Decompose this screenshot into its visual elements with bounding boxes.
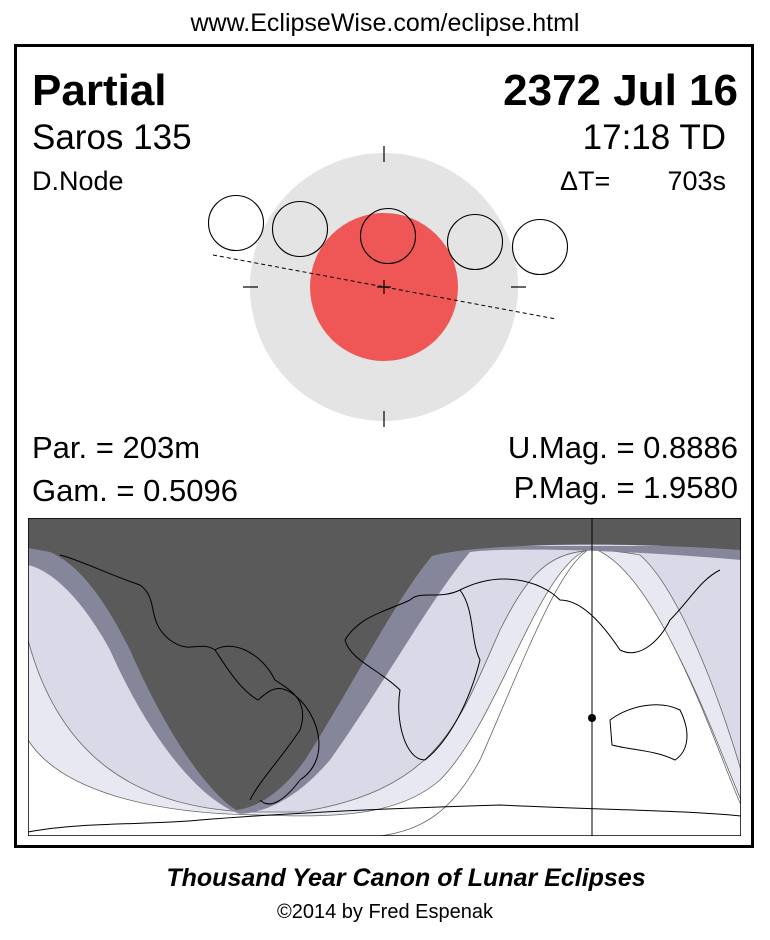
eclipse-type: Partial	[32, 66, 167, 115]
shadow-diagram	[207, 146, 569, 427]
node-label: D.Node	[32, 166, 124, 196]
eclipse-panel-frame	[14, 44, 754, 848]
gamma: Gam. = 0.5096	[32, 473, 238, 508]
north-america-coast	[59, 554, 320, 805]
source-url: www.EclipseWise.com/eclipse.html	[190, 9, 580, 37]
eclipse-time: 17:18 TD	[582, 118, 726, 157]
ecliptic-line	[212, 254, 557, 320]
saros-number: Saros 135	[32, 118, 192, 157]
moon-p1	[207, 194, 265, 252]
night-zone	[28, 518, 741, 810]
no-eclipse-daylight-zone	[379, 547, 741, 836]
delta-t-value: 703s	[667, 166, 726, 196]
umbral-magnitude: U.Mag. = 0.8886	[507, 430, 738, 465]
moon-u4	[446, 213, 504, 271]
australia-coast	[609, 704, 688, 761]
coastlines	[28, 554, 741, 833]
moon-p4	[511, 218, 569, 276]
axis-ticks	[243, 146, 526, 427]
antarctica-coast	[28, 804, 741, 833]
greatest-eclipse-point	[588, 714, 596, 722]
visibility-map	[28, 518, 741, 836]
penumbral-magnitude: P.Mag. = 1.9580	[513, 470, 738, 505]
copyright: ©2014 by Fred Espenak	[277, 901, 493, 923]
south-america-coast	[214, 645, 304, 801]
delta-t-label: ΔT=	[560, 166, 611, 196]
asia-coast	[459, 569, 721, 654]
eclipse-date: 2372 Jul 16	[503, 66, 738, 115]
partial-duration: Par. = 203m	[32, 430, 201, 465]
europe-africa-coast	[344, 589, 481, 761]
moon-greatest	[359, 207, 417, 265]
moon-u1	[271, 200, 329, 258]
canon-title: Thousand Year Canon of Lunar Eclipses	[166, 864, 646, 892]
